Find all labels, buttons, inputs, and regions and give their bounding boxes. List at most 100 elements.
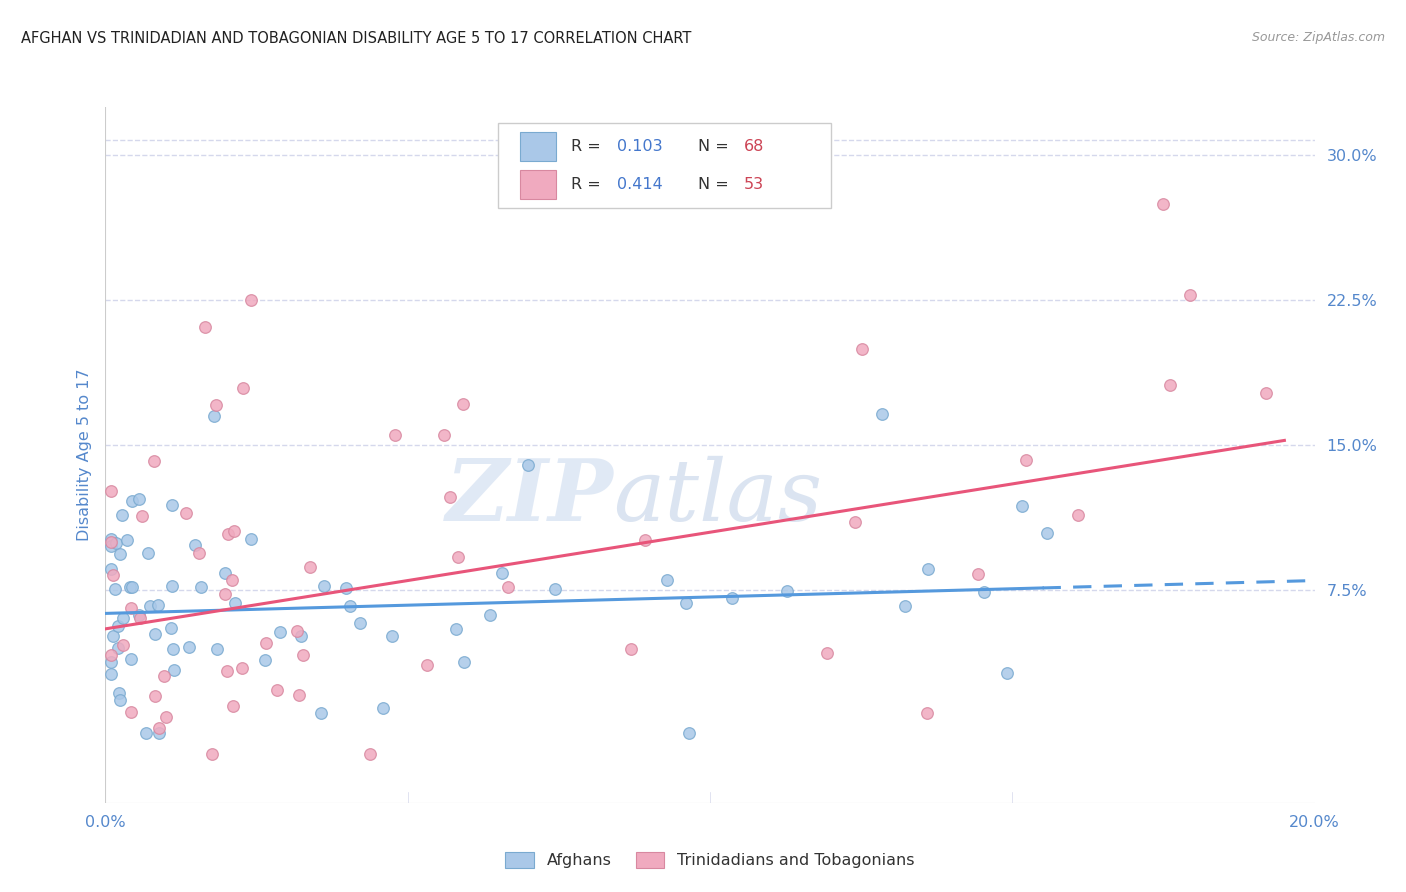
Point <box>415 658 437 673</box>
Point <box>177 640 200 655</box>
Point <box>1153 196 1175 211</box>
Point <box>675 596 697 610</box>
Point <box>100 539 122 553</box>
Point <box>851 342 873 356</box>
Point <box>285 624 308 638</box>
Point <box>222 699 245 714</box>
Point <box>214 566 236 580</box>
Point <box>1014 452 1036 467</box>
Point <box>128 611 150 625</box>
Point <box>201 747 224 762</box>
Point <box>108 686 131 700</box>
Point <box>844 515 866 529</box>
Point <box>155 710 177 724</box>
Text: 53: 53 <box>744 177 763 192</box>
Point <box>266 682 288 697</box>
Bar <box>520 132 557 161</box>
Point <box>101 568 124 582</box>
Text: R =: R = <box>571 177 606 192</box>
Point <box>232 380 254 394</box>
Point <box>100 648 122 663</box>
Point <box>153 669 176 683</box>
Text: AFGHAN VS TRINIDADIAN AND TOBAGONIAN DISABILITY AGE 5 TO 17 CORRELATION CHART: AFGHAN VS TRINIDADIAN AND TOBAGONIAN DIS… <box>21 31 692 46</box>
Point <box>217 664 239 678</box>
Point <box>221 574 243 588</box>
Point <box>101 629 124 643</box>
Point <box>120 705 142 719</box>
Text: atlas: atlas <box>613 455 823 538</box>
Point <box>120 600 142 615</box>
Point <box>188 545 211 559</box>
Point <box>433 428 456 442</box>
Text: 0.103: 0.103 <box>617 139 662 154</box>
Point <box>135 726 157 740</box>
Point <box>239 293 262 308</box>
Point <box>309 706 332 721</box>
Point <box>1011 499 1033 513</box>
Point <box>915 706 938 720</box>
Point <box>973 585 995 599</box>
Point <box>290 630 312 644</box>
Point <box>100 532 122 546</box>
Point <box>202 409 225 424</box>
Point <box>160 579 183 593</box>
Point <box>205 641 228 656</box>
Point <box>214 587 236 601</box>
Point <box>217 527 239 541</box>
Point <box>966 566 988 581</box>
Point <box>128 608 150 623</box>
Text: 0.414: 0.414 <box>617 177 662 192</box>
Point <box>176 506 198 520</box>
Point <box>298 559 321 574</box>
Point <box>100 562 122 576</box>
Point <box>107 640 129 655</box>
Point <box>453 655 475 669</box>
Point <box>339 599 361 614</box>
Point <box>872 407 894 421</box>
Bar <box>520 169 557 199</box>
Point <box>620 642 643 657</box>
Point <box>634 533 657 547</box>
Point <box>287 688 309 702</box>
Point <box>721 591 744 606</box>
Point <box>678 726 700 740</box>
Point <box>115 533 138 548</box>
Point <box>100 483 122 498</box>
Point <box>655 573 678 587</box>
Point <box>143 690 166 704</box>
Point <box>292 648 315 662</box>
Y-axis label: Disability Age 5 to 17: Disability Age 5 to 17 <box>76 368 91 541</box>
Point <box>148 726 170 740</box>
Point <box>381 629 404 643</box>
Point <box>159 621 181 635</box>
Point <box>136 546 159 560</box>
Point <box>349 616 371 631</box>
Text: Source: ZipAtlas.com: Source: ZipAtlas.com <box>1251 31 1385 45</box>
Point <box>224 596 246 610</box>
Point <box>491 566 513 581</box>
Point <box>184 538 207 552</box>
Point <box>254 636 277 650</box>
Text: N =: N = <box>697 177 734 192</box>
Point <box>148 721 170 735</box>
Point <box>111 638 134 652</box>
Point <box>231 661 253 675</box>
Point <box>100 667 122 681</box>
Point <box>105 535 128 549</box>
Point <box>121 494 143 508</box>
Point <box>439 490 461 504</box>
Point <box>815 646 838 660</box>
Point <box>776 583 799 598</box>
Text: N =: N = <box>697 139 734 154</box>
Text: ZIP: ZIP <box>446 455 613 539</box>
Point <box>1066 508 1088 523</box>
Point <box>1256 385 1278 400</box>
Point <box>1036 526 1059 541</box>
Point <box>108 692 131 706</box>
Point <box>160 498 183 512</box>
Point <box>894 599 917 613</box>
Point <box>110 508 132 522</box>
Point <box>108 547 131 561</box>
Point <box>544 582 567 596</box>
Point <box>447 550 470 565</box>
